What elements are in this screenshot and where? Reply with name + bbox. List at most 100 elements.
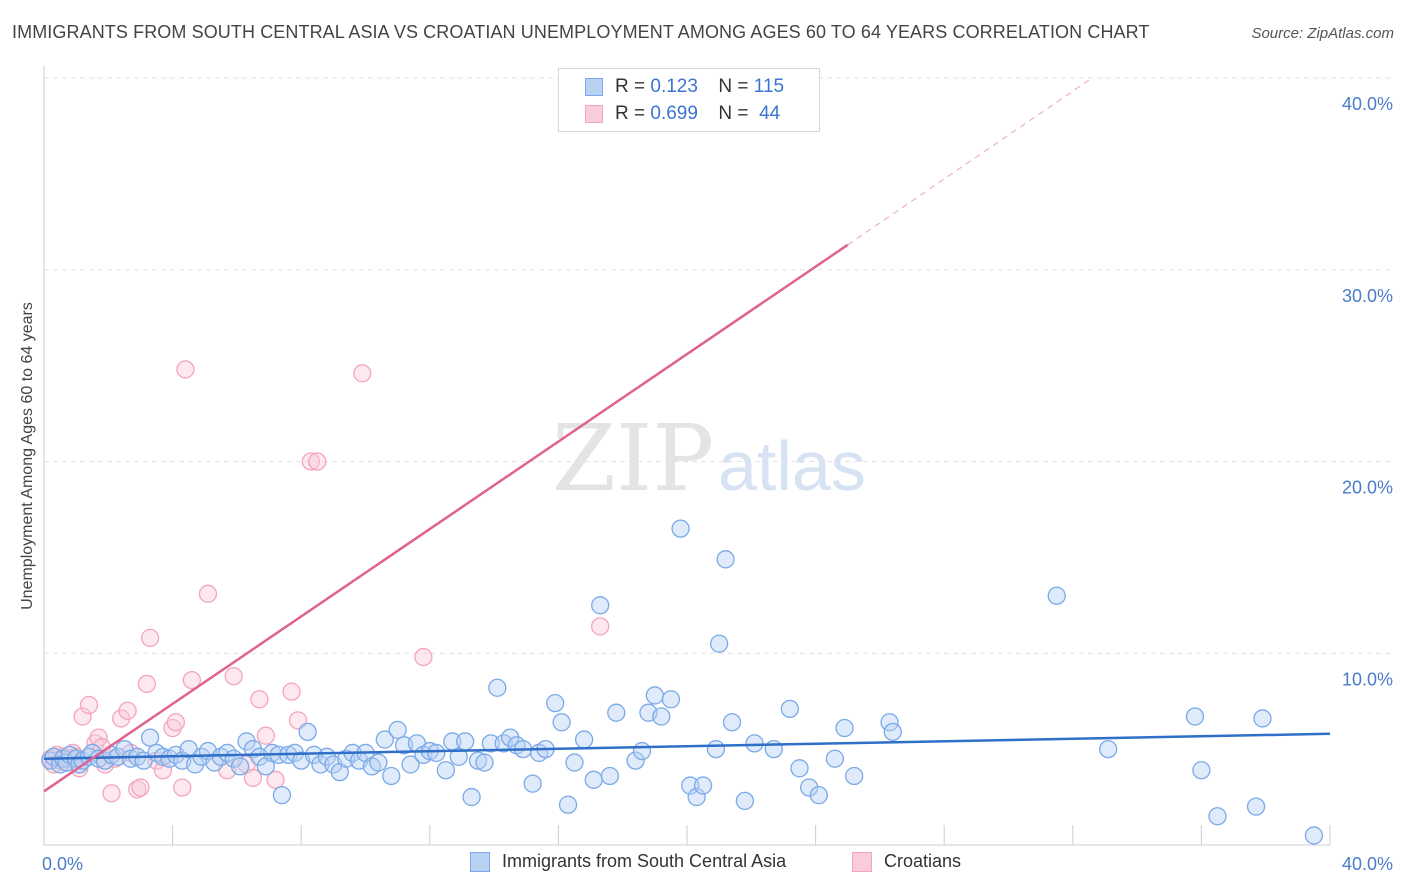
data-point: [50, 755, 70, 774]
data-point: [591, 596, 610, 615]
trend-line-south-central-asia: [43, 732, 1331, 760]
data-point: [468, 751, 488, 770]
data-point: [266, 770, 285, 789]
data-point: [250, 690, 269, 709]
data-point: [591, 617, 610, 636]
data-point: [488, 678, 507, 697]
data-point: [706, 739, 726, 759]
data-point: [308, 452, 327, 471]
data-point: [369, 753, 388, 772]
data-point: [574, 730, 594, 749]
data-point: [1253, 709, 1272, 728]
legend-r-value: 0.123: [650, 76, 698, 97]
legend-row-croatians: R = 0.699 N = 44: [585, 101, 780, 127]
data-point: [809, 785, 828, 805]
data-point: [745, 734, 764, 753]
legend-r-value: 0.699: [650, 103, 698, 124]
data-point: [558, 795, 578, 814]
data-point: [382, 766, 401, 786]
data-point: [780, 699, 800, 719]
data-point: [475, 753, 494, 772]
data-point: [282, 682, 301, 701]
bottom-legend-croatians: Croatians: [852, 851, 961, 872]
data-point: [735, 791, 755, 811]
legend-r-label: R =: [615, 103, 646, 124]
watermark-zip: ZIP: [552, 405, 714, 512]
data-point: [632, 741, 652, 761]
trend-line-croatians-extension: [847, 77, 1093, 246]
data-point: [272, 785, 292, 805]
data-point: [883, 722, 902, 742]
data-point: [607, 703, 626, 722]
data-point: [565, 753, 584, 772]
data-point: [523, 774, 542, 793]
data-point: [256, 726, 275, 745]
data-point: [427, 743, 446, 763]
data-point: [230, 757, 250, 776]
data-point: [176, 360, 195, 379]
bottom-legend-label: Immigrants from South Central Asia: [502, 851, 787, 871]
chart-source: Source: ZipAtlas.com: [1251, 25, 1394, 42]
data-point: [1047, 586, 1066, 605]
data-point: [414, 647, 433, 667]
data-point: [722, 713, 742, 732]
data-point: [79, 695, 99, 715]
data-point: [163, 718, 182, 738]
data-point: [140, 728, 160, 747]
data-point: [388, 720, 407, 740]
trend-line-croatians: [43, 243, 849, 793]
y-tick-label: 20.0%: [1342, 478, 1393, 498]
data-point: [600, 766, 619, 786]
y-tick-label: 30.0%: [1342, 286, 1393, 306]
data-point: [481, 734, 501, 753]
data-point: [456, 732, 475, 751]
chart-title: IMMIGRANTS FROM SOUTH CENTRAL ASIA VS CR…: [12, 22, 1150, 42]
data-point: [118, 701, 137, 720]
legend-n-label: N =: [718, 76, 749, 97]
legend: R = 0.123 N = 115 R = 0.699 N = 44: [558, 68, 820, 132]
data-point: [790, 759, 809, 778]
data-point: [173, 778, 192, 797]
data-point: [800, 778, 819, 797]
legend-r-label: R =: [615, 76, 646, 97]
data-point: [449, 747, 468, 766]
data-point: [73, 707, 92, 726]
gridlines: [44, 77, 1392, 654]
data-point: [693, 776, 713, 795]
data-point: [764, 739, 783, 759]
legend-n-value: 44: [759, 103, 781, 124]
data-point: [89, 728, 108, 747]
data-point: [224, 667, 243, 686]
data-point: [375, 730, 394, 749]
data-point: [102, 784, 121, 803]
data-point: [153, 761, 173, 780]
bottom-legend-south-central-asia: Immigrants from South Central Asia: [470, 851, 786, 872]
data-point: [137, 674, 157, 694]
data-point: [1192, 761, 1211, 780]
data-point: [880, 713, 899, 732]
data-point: [301, 452, 320, 471]
data-point: [681, 776, 700, 795]
data-point: [671, 519, 690, 538]
trend-lines: [43, 77, 1331, 793]
data-point: [652, 707, 671, 726]
data-point: [243, 768, 263, 788]
legend-n-label: N =: [718, 103, 749, 124]
data-point: [128, 780, 147, 799]
y-tick-label: 40.0%: [1342, 94, 1393, 114]
data-point: [1099, 739, 1118, 759]
data-point: [645, 686, 664, 705]
x-tick-label: 40.0%: [1342, 854, 1393, 874]
data-point: [401, 755, 420, 774]
data-point: [1208, 807, 1227, 826]
data-point: [546, 693, 565, 713]
legend-row-south-central-asia: R = 0.123 N = 115: [585, 74, 784, 100]
data-point: [140, 628, 160, 648]
bottom-legend-swatch-blue: [470, 851, 490, 872]
data-point: [825, 749, 845, 768]
data-point: [661, 690, 681, 709]
data-point: [436, 761, 456, 780]
data-point: [716, 550, 735, 569]
data-point: [552, 713, 571, 732]
